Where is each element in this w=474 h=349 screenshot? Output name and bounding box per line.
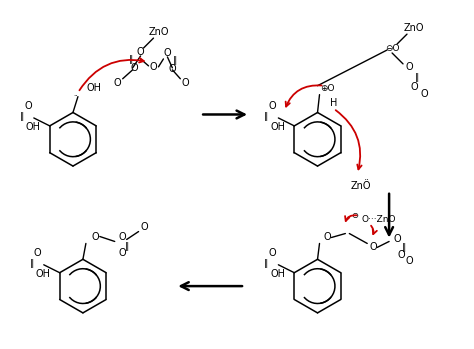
Text: O: O bbox=[114, 78, 121, 88]
Text: O: O bbox=[420, 89, 428, 99]
Text: ZnÖ: ZnÖ bbox=[351, 181, 372, 191]
Text: ‖: ‖ bbox=[264, 259, 269, 268]
Text: ‖: ‖ bbox=[264, 112, 269, 121]
Text: O: O bbox=[119, 248, 127, 258]
Text: ‖: ‖ bbox=[415, 73, 419, 82]
Text: OH: OH bbox=[26, 122, 41, 132]
Text: ⊕O: ⊕O bbox=[320, 84, 335, 93]
Text: ⊖O: ⊖O bbox=[385, 44, 399, 52]
Text: O: O bbox=[34, 248, 42, 258]
Text: O: O bbox=[182, 78, 189, 88]
Text: ··: ·· bbox=[73, 92, 78, 99]
Text: ‖: ‖ bbox=[125, 242, 129, 251]
Text: ZnO: ZnO bbox=[148, 27, 169, 37]
Text: O: O bbox=[150, 62, 157, 72]
Text: O: O bbox=[369, 243, 377, 252]
Text: ‖: ‖ bbox=[402, 243, 406, 252]
Text: O: O bbox=[269, 101, 276, 111]
Text: OH: OH bbox=[271, 122, 285, 132]
Text: O: O bbox=[169, 64, 176, 74]
Text: H: H bbox=[330, 98, 337, 107]
Text: O: O bbox=[137, 47, 145, 57]
Text: O: O bbox=[324, 232, 331, 243]
Text: O: O bbox=[131, 63, 138, 73]
Text: O···ZnO: O···ZnO bbox=[361, 215, 396, 224]
Text: ‖: ‖ bbox=[30, 259, 34, 268]
Text: O: O bbox=[410, 82, 418, 92]
Text: O: O bbox=[119, 232, 127, 243]
Text: O: O bbox=[393, 235, 401, 245]
Text: OH: OH bbox=[87, 83, 102, 93]
Text: O: O bbox=[405, 256, 413, 266]
Text: O: O bbox=[141, 222, 148, 232]
Text: ‖: ‖ bbox=[20, 112, 24, 121]
Text: ‖: ‖ bbox=[173, 57, 177, 65]
Text: OH: OH bbox=[36, 269, 51, 279]
Text: O: O bbox=[405, 62, 413, 72]
Text: O: O bbox=[24, 101, 32, 111]
Text: O: O bbox=[91, 231, 99, 242]
Text: ZnO: ZnO bbox=[404, 23, 424, 33]
Text: O: O bbox=[269, 248, 276, 258]
Text: ‖: ‖ bbox=[129, 55, 134, 65]
Text: O: O bbox=[164, 48, 171, 58]
Text: ⊖: ⊖ bbox=[351, 211, 358, 220]
Text: O: O bbox=[397, 250, 405, 260]
Text: OH: OH bbox=[271, 269, 285, 279]
